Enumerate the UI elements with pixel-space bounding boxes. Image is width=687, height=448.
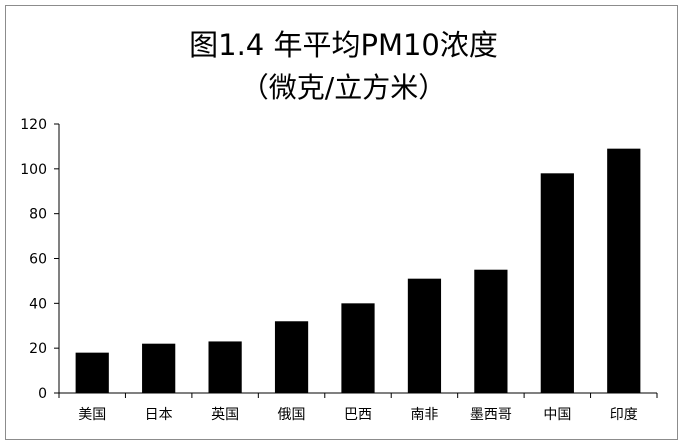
y-tick-label: 120	[20, 117, 47, 133]
bar	[274, 321, 309, 393]
bar	[142, 343, 176, 393]
x-tick-label: 巴西	[344, 407, 372, 423]
x-tick-label: 墨西哥	[470, 407, 512, 423]
bar	[75, 352, 109, 393]
y-tick-label: 80	[29, 207, 47, 223]
x-tick-label: 南非	[410, 407, 438, 423]
y-tick-label: 20	[29, 341, 47, 357]
y-tick-label: 0	[38, 386, 47, 402]
bar	[407, 278, 442, 393]
bar	[341, 303, 375, 393]
x-tick-label: 日本	[145, 407, 173, 423]
x-tick-label: 中国	[543, 407, 571, 423]
chart-title: 图1.4 年平均PM10浓度	[189, 28, 498, 62]
y-tick-label: 100	[20, 162, 47, 178]
chart-subtitle: （微克/立方米）	[240, 71, 447, 104]
y-tick-label: 60	[29, 252, 47, 268]
bar	[474, 269, 508, 393]
x-tick-label: 印度	[610, 407, 638, 423]
x-tick-label: 英国	[211, 406, 239, 423]
bar	[607, 148, 641, 393]
y-tick-label: 40	[29, 296, 47, 312]
bar	[540, 173, 574, 393]
bar	[208, 341, 242, 393]
x-tick-label: 美国	[78, 407, 106, 423]
x-tick-label: 俄国	[278, 407, 306, 423]
